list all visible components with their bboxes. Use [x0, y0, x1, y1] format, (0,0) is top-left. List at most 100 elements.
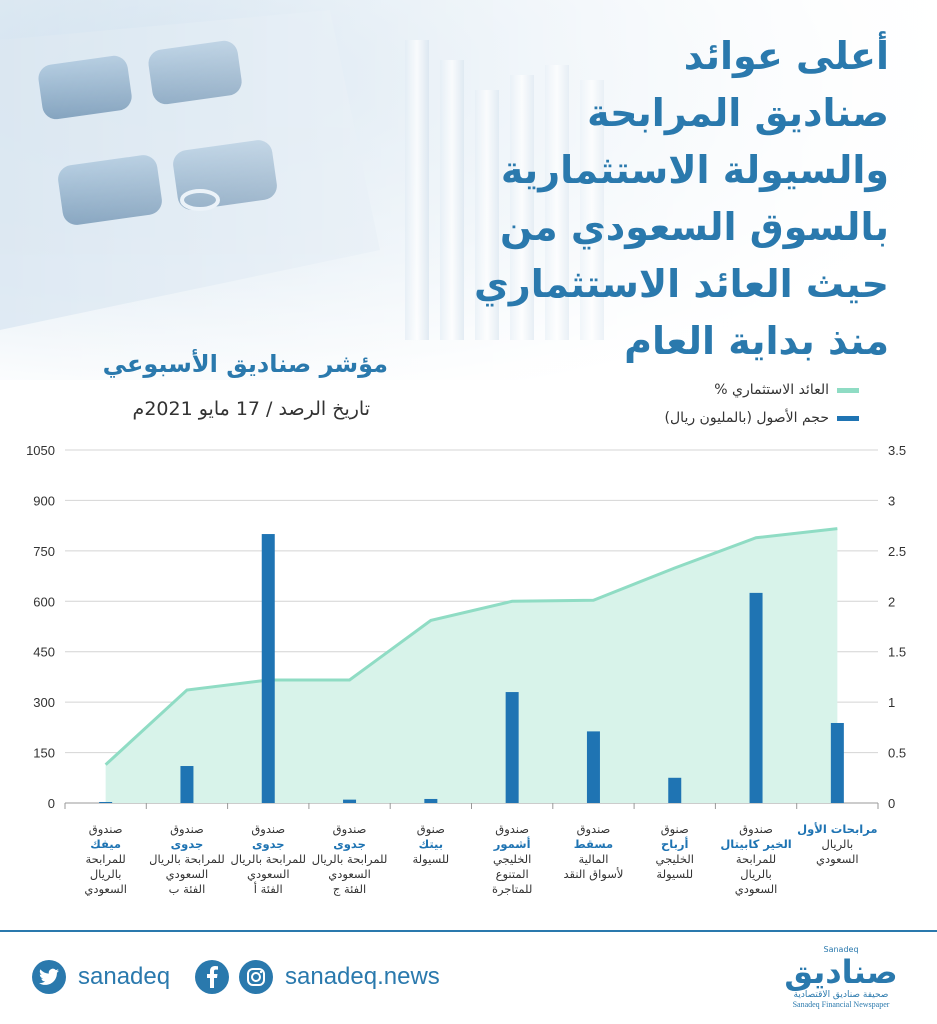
y-right-tick-label: 0 [888, 796, 895, 811]
hero-illustration [0, 0, 937, 380]
x-category-label: الفئة أ [254, 881, 283, 896]
x-category-label: للمرابحة بالريال [312, 852, 388, 867]
legend-label: العائد الاستثماري % [714, 382, 829, 398]
x-category-label: بالريال [822, 837, 854, 852]
x-category-label: بالريال [90, 867, 122, 882]
instagram-icon[interactable] [239, 960, 273, 994]
x-category-label: الفئة ج [333, 882, 366, 896]
asset-bar [343, 799, 357, 803]
x-category-label: جدوى [171, 837, 204, 852]
x-category-label: الخليجي [493, 852, 531, 866]
y-left-tick-label: 450 [33, 645, 55, 660]
x-category-label: للسيولة [656, 867, 693, 882]
x-category-label: صندوق [89, 822, 123, 837]
x-category-label: الخليجي [656, 852, 694, 866]
x-category-label: السعودي [328, 867, 371, 882]
x-category-label: السعودي [166, 867, 209, 882]
x-category-label: السعودي [84, 882, 127, 897]
x-category-label: جدوى [333, 837, 366, 852]
asset-bar [668, 777, 682, 803]
y-right-tick-label: 1 [888, 695, 895, 710]
x-category-label: السعودي [735, 882, 778, 897]
x-category-label: للمرابحة [86, 852, 126, 867]
legend-item-return: العائد الاستثماري % [714, 382, 859, 398]
asset-bar [830, 722, 844, 803]
logo-tagline: صحيفة صناديق الاقتصادية [793, 990, 889, 1000]
x-category-label: مرابحات الأول [797, 822, 877, 837]
x-category-label: للسيولة [413, 852, 450, 867]
x-category-label: ميفك [90, 837, 121, 851]
asset-bar [505, 692, 519, 803]
x-category-label: صندوق [577, 822, 611, 837]
title-line: منذ بداية العام [624, 319, 889, 363]
title-line: والسيولة الاستثمارية [500, 148, 889, 192]
logo-english: Sanadeq Financial Newspaper [792, 1000, 890, 1009]
y-left-tick-label: 900 [33, 493, 55, 508]
y-left-tick-label: 1050 [26, 443, 55, 458]
y-right-tick-label: 1.5 [888, 645, 906, 660]
legend-swatch-green [837, 387, 859, 393]
y-left-tick-label: 600 [33, 594, 55, 609]
x-category-label: للمرابحة [736, 852, 776, 867]
social-links[interactable]: sanadeq.news [195, 960, 440, 994]
x-category-label: صنوق [417, 822, 445, 837]
asset-bar [180, 766, 194, 803]
legend-item-assets: حجم الأصول (بالمليون ريال) [665, 410, 859, 426]
area-fill [105, 528, 838, 803]
y-right-tick-label: 3 [888, 493, 895, 508]
title-line: أعلى عوائد [683, 34, 889, 78]
asset-bar [424, 798, 438, 803]
twitter-handle: sanadeq [78, 963, 171, 990]
x-category-label: أرباح [661, 836, 689, 851]
logo-arabic: صناديق [784, 953, 898, 991]
x-category-label: مسقط [574, 837, 613, 851]
hero-background [0, 0, 937, 380]
asset-bar [749, 592, 763, 803]
title-line: بالسوق السعودي من [499, 205, 889, 249]
x-category-label: أشمور [493, 836, 531, 852]
x-category-label: المتنوع [496, 867, 529, 882]
x-category-label: بالريال [740, 867, 772, 882]
y-right-tick-label: 2 [888, 594, 895, 609]
page-title: أعلى عوائد صناديق المرابحة والسيولة الاس… [329, 28, 889, 370]
asset-bar [99, 801, 113, 803]
title-line: صناديق المرابحة [587, 91, 889, 135]
twitter-link[interactable]: sanadeq [32, 960, 170, 994]
x-category-label: للمرابحة بالريال [149, 852, 225, 867]
chart: 0 150 300 450 600 750 900 1050 0 0.5 1 1.5 2 2.5 3 3.5 ص… [26, 443, 906, 897]
legend-label: حجم الأصول (بالمليون ريال) [664, 410, 829, 426]
y-left-tick-label: 0 [48, 796, 55, 811]
twitter-icon [32, 960, 66, 994]
x-category-label: لأسواق النقد [563, 867, 623, 882]
footer-divider [0, 930, 937, 932]
y-right-tick-label: 2.5 [888, 544, 906, 559]
facebook-icon[interactable] [195, 960, 229, 994]
x-category-label: صندوق [495, 822, 529, 837]
logo: Sanadeq صناديق صحيفة صناديق الاقتصادية S… [781, 945, 901, 1009]
x-category-label: السعودي [247, 867, 290, 882]
date-label: تاريخ الرصد / 17 مايو 2021م [132, 398, 370, 420]
y-right-tick-label: 3.5 [888, 443, 906, 458]
chart-subtitle: مؤشر صناديق الأسبوعي [102, 350, 388, 378]
legend-swatch-blue [837, 415, 859, 421]
asset-bar [586, 731, 600, 803]
x-category-label: للمرابحة بالريال [230, 852, 306, 867]
x-category-label: صندوق [251, 822, 285, 837]
x-category-label: بيتك [419, 837, 443, 851]
y-left-tick-label: 300 [33, 695, 55, 710]
x-category-label: الفئة ب [169, 882, 206, 896]
x-category-label: جدوى [252, 837, 285, 852]
x-category-label: صندوق [333, 822, 367, 837]
x-category-label: صندوق [739, 822, 773, 837]
y-left-tick-label: 150 [33, 746, 55, 761]
y-left-tick-label: 750 [33, 544, 55, 559]
x-category-label: المالية [578, 852, 608, 866]
asset-bar [261, 534, 275, 803]
y-right-tick-label: 0.5 [888, 746, 906, 761]
website-link[interactable]: sanadeq.news [285, 963, 440, 990]
x-category-label: الخير كابيتال [720, 837, 791, 851]
x-category-label: السعودي [816, 852, 859, 867]
x-category-label: صندوق [170, 822, 204, 837]
logo-top: Sanadeq [823, 945, 859, 954]
x-category-label: صنوق [661, 822, 689, 837]
